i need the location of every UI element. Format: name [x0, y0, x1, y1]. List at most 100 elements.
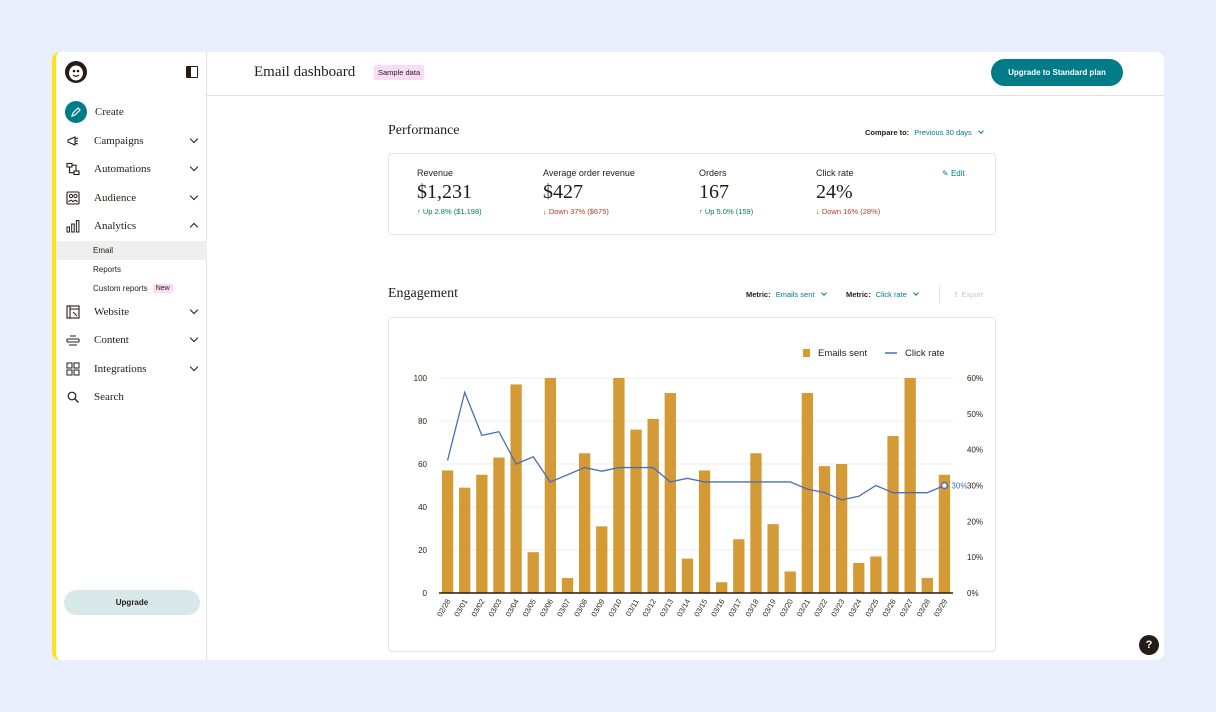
- metric-orders: Orders 167 ↑ Up 5.0% (159): [699, 168, 753, 216]
- y-right-tick-label: 10%: [967, 553, 983, 562]
- bar: [750, 453, 762, 593]
- x-tick-label: 03/08: [572, 598, 589, 619]
- chevron-down-icon: [978, 128, 984, 134]
- compare-to-dropdown[interactable]: Compare to: Previous 30 days: [865, 128, 984, 137]
- upgrade-plan-button[interactable]: Upgrade to Standard plan: [991, 59, 1123, 86]
- sidebar-item-analytics[interactable]: Analytics: [56, 212, 207, 241]
- metric-dropdown-click-rate[interactable]: Metric: Click rate: [846, 290, 919, 299]
- x-tick-label: 03/02: [469, 598, 486, 619]
- x-tick-label: 03/22: [812, 598, 829, 619]
- metric-name: Average order revenue: [543, 168, 635, 178]
- bar: [596, 526, 608, 593]
- metric-revenue: Revenue $1,231 ↑ Up 2.8% ($1,198): [417, 168, 482, 216]
- click-rate-line: [446, 390, 945, 501]
- bar: [561, 577, 574, 593]
- app-frame: Create Campaigns Automations: [52, 52, 1164, 660]
- chevron-down-icon: [189, 305, 199, 314]
- metric-value: $427: [543, 181, 583, 203]
- compare-value: Previous 30 days: [914, 128, 972, 137]
- x-tick-label: 03/15: [692, 598, 709, 619]
- sidebar-item-content[interactable]: Content: [56, 326, 207, 355]
- chevron-down-icon: [189, 333, 199, 343]
- search-icon: [66, 390, 80, 404]
- line-end-label: 30%: [951, 482, 967, 491]
- page-header: Email dashboard Sample data Upgrade to S…: [207, 52, 1164, 96]
- sidebar-item-label: Content: [94, 334, 129, 347]
- x-tick-label: 03/03: [487, 598, 504, 619]
- sidebar-item-integrations[interactable]: Integrations: [56, 355, 207, 384]
- x-tick-label: 03/16: [709, 598, 726, 619]
- x-tick-label: 03/10: [606, 598, 623, 619]
- x-tick-label: 03/23: [829, 598, 846, 619]
- sidebar-item-campaigns[interactable]: Campaigns: [56, 127, 207, 156]
- metric-change: ↓ Down 37% ($675): [543, 207, 609, 216]
- bar: [698, 470, 711, 593]
- pencil-icon: [65, 101, 87, 124]
- y-right-tick-label: 50%: [967, 410, 983, 419]
- sidebar-item-create[interactable]: Create: [56, 98, 207, 127]
- engagement-chart-card: 0 20 40 60 80 100 0% 10% 20% 30% 40% 50% 60% 30% 02/28…: [388, 317, 996, 652]
- metric-change: ↑ Up 5.0% (159): [699, 207, 754, 216]
- sidebar-item-label: Integrations: [94, 362, 147, 375]
- engagement-chart: 0 20 40 60 80 100 0% 10% 20% 30% 40% 50% 60% 30% 02/28…: [414, 348, 983, 619]
- x-tick-label: 03/05: [521, 598, 538, 619]
- bar: [493, 457, 505, 593]
- sidebar-item-audience[interactable]: Audience: [56, 184, 207, 213]
- bar: [544, 378, 557, 593]
- x-tick-label: 03/27: [898, 598, 915, 619]
- sidebar-item-label: Analytics: [94, 220, 137, 233]
- chevron-down-icon: [189, 191, 199, 200]
- sidebar-item-label: Audience: [94, 191, 137, 204]
- bar: [835, 464, 848, 593]
- chevron-down-icon: [820, 290, 827, 296]
- grid-icon: [66, 362, 80, 376]
- metric-dropdown-emails[interactable]: Metric: Emails sent: [746, 290, 827, 299]
- x-tick-label: 03/06: [538, 598, 555, 619]
- mailchimp-logo-icon[interactable]: [64, 60, 88, 84]
- bar: [647, 418, 659, 593]
- bar: [784, 571, 796, 593]
- sidebar: Create Campaigns Automations: [56, 52, 207, 660]
- x-tick-label: 03/25: [863, 598, 880, 619]
- edit-metrics-link[interactable]: ✎ Edit: [942, 169, 965, 178]
- performance-card: Revenue $1,231 ↑ Up 2.8% ($1,198) Averag…: [388, 153, 996, 235]
- bar: [733, 539, 745, 593]
- export-button[interactable]: ⇪ Export: [953, 290, 984, 299]
- x-tick-label: 03/28: [915, 598, 932, 619]
- x-tick-label: 03/17: [726, 598, 743, 619]
- chevron-down-icon: [189, 362, 199, 371]
- sidebar-item-website[interactable]: Website: [56, 298, 207, 327]
- sidebar-item-automations[interactable]: Automations: [56, 155, 207, 184]
- metric-name: Revenue: [417, 168, 454, 178]
- sidebar-subitem-custom-reports[interactable]: Custom reports New: [56, 279, 207, 298]
- sidebar-subitem-email[interactable]: Email: [56, 240, 207, 260]
- sidebar-collapse-icon[interactable]: [186, 66, 198, 78]
- x-tick-label: 03/20: [778, 598, 795, 619]
- help-button[interactable]: ?: [1139, 635, 1159, 655]
- x-tick-label: 03/07: [555, 598, 572, 619]
- bar: [476, 474, 488, 593]
- sidebar-subitem-reports[interactable]: Reports: [93, 264, 122, 274]
- y-right-tick-label: 0%: [967, 589, 979, 598]
- audience-icon: [66, 191, 80, 205]
- x-tick-label: 03/09: [589, 598, 606, 619]
- sample-data-badge: Sample data: [374, 65, 425, 80]
- sidebar-item-search[interactable]: Search: [56, 383, 207, 412]
- bar: [801, 393, 814, 593]
- x-tick-label: 02/28: [435, 598, 452, 619]
- megaphone-icon: [66, 134, 80, 148]
- y-left-tick-label: 20: [418, 546, 427, 555]
- metric-value: $1,231: [417, 181, 472, 203]
- sidebar-upgrade-button[interactable]: Upgrade: [64, 590, 200, 615]
- new-badge: New: [152, 283, 173, 293]
- bar: [716, 582, 728, 593]
- y-left-tick-label: 100: [414, 374, 428, 383]
- bar: [664, 393, 676, 593]
- metric-value: 24%: [816, 181, 853, 203]
- page-title: Email dashboard: [254, 64, 356, 80]
- x-tick-label: 03/21: [795, 598, 812, 619]
- bar-chart-icon: [66, 219, 80, 233]
- bar: [767, 524, 779, 593]
- bar: [938, 474, 951, 593]
- x-tick-label: 03/13: [658, 598, 675, 619]
